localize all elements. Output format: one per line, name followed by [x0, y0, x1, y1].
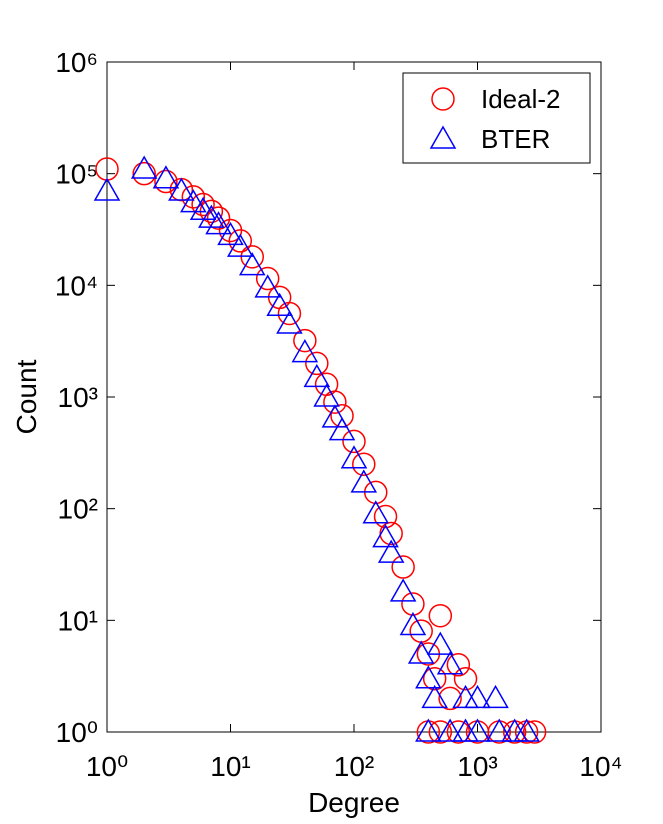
triangle-marker — [421, 684, 448, 709]
circle-marker — [446, 720, 471, 744]
circle-marker — [255, 266, 280, 291]
x-tick-label: 10³ — [457, 751, 497, 782]
triangle-marker — [389, 578, 417, 602]
x-axis-label: Degree — [308, 787, 400, 818]
circle-marker — [277, 301, 302, 326]
triangle-marker — [436, 651, 464, 675]
triangle-marker — [291, 339, 319, 363]
circle-marker — [379, 521, 403, 546]
y-tick-label: 10² — [58, 494, 98, 525]
triangle-marker — [217, 221, 244, 246]
circle-marker — [342, 429, 366, 454]
circle-marker — [305, 351, 329, 376]
triangle-marker — [399, 611, 427, 636]
triangle-marker — [362, 500, 390, 524]
triangle-marker — [313, 383, 340, 407]
triangle-marker — [372, 524, 399, 548]
circle-marker — [428, 603, 453, 628]
circle-marker — [401, 592, 425, 616]
triangle-marker — [415, 665, 442, 689]
y-tick-label: 10³ — [58, 382, 98, 413]
circle-marker — [293, 328, 317, 353]
circle-marker — [352, 452, 376, 476]
triangle-marker — [303, 363, 331, 388]
triangle-marker — [436, 718, 464, 742]
y-tick-label: 10⁴ — [55, 270, 98, 301]
circle-marker — [438, 686, 462, 711]
plot-frame — [106, 61, 602, 733]
circle-marker — [391, 555, 415, 579]
triangle-marker — [205, 211, 232, 235]
circle-marker — [132, 161, 156, 186]
legend-label: Ideal-2 — [481, 84, 561, 114]
triangle-marker — [328, 417, 356, 441]
circle-marker — [228, 229, 253, 253]
triangle-marker — [180, 189, 207, 213]
triangle-marker — [276, 310, 303, 334]
triangle-marker — [464, 718, 491, 742]
legend-label: BTER — [481, 124, 550, 154]
y-axis-label: Count — [11, 359, 42, 434]
circle-marker — [453, 666, 478, 691]
triangle-marker — [254, 274, 281, 298]
triangle-marker — [152, 165, 180, 189]
circle-marker — [191, 192, 215, 217]
x-tick-label: 10¹ — [210, 751, 250, 782]
circle-marker — [373, 504, 398, 529]
triangle-marker — [407, 640, 435, 664]
x-tick-label: 10² — [334, 751, 374, 782]
circle-marker — [154, 169, 178, 194]
y-tick-label: 10⁰ — [56, 717, 98, 748]
triangle-marker — [427, 631, 454, 655]
triangle-marker — [415, 718, 442, 742]
circle-marker — [522, 720, 547, 744]
triangle-marker — [168, 177, 195, 201]
triangle-marker — [464, 684, 491, 709]
triangle-marker — [130, 155, 158, 179]
triangle-marker — [321, 404, 349, 428]
circle-marker — [206, 206, 231, 230]
circle-marker — [431, 87, 455, 111]
triangle-marker — [226, 233, 254, 257]
triangle-marker — [485, 718, 513, 742]
x-tick-label: 10⁴ — [579, 751, 622, 782]
triangle-marker — [513, 718, 540, 742]
x-tick-label: 10⁰ — [86, 751, 128, 782]
circle-marker — [446, 653, 471, 677]
triangle-marker — [266, 292, 293, 316]
triangle-marker — [377, 539, 405, 563]
y-tick-label: 10¹ — [58, 605, 98, 636]
circle-marker — [323, 390, 347, 414]
triangle-marker — [238, 252, 266, 276]
triangle-marker — [429, 125, 457, 149]
triangle-marker — [482, 684, 509, 709]
triangle-marker — [350, 469, 378, 493]
y-tick-label: 10⁶ — [55, 47, 98, 78]
circle-marker — [428, 720, 453, 744]
triangle-marker — [93, 177, 121, 201]
triangle-marker — [198, 204, 225, 228]
triangle-marker — [340, 445, 368, 469]
circle-marker — [422, 666, 447, 691]
y-tick-label: 10⁵ — [55, 159, 98, 190]
